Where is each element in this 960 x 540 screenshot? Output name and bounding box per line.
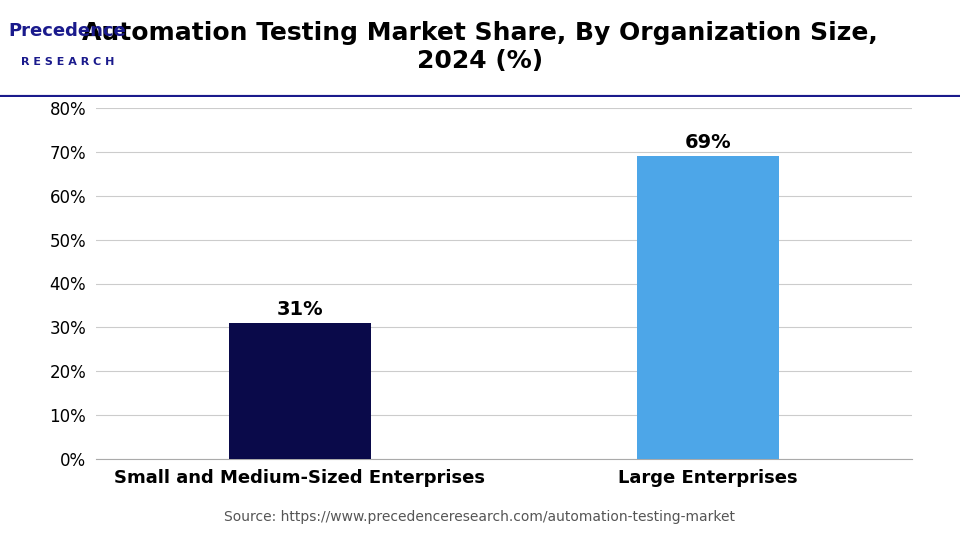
Text: Automation Testing Market Share, By Organization Size,
2024 (%): Automation Testing Market Share, By Orga…	[83, 21, 877, 72]
Text: R E S E A R C H: R E S E A R C H	[20, 57, 114, 67]
Text: Source: https://www.precedenceresearch.com/automation-testing-market: Source: https://www.precedenceresearch.c…	[225, 510, 735, 524]
Text: Precedence: Precedence	[9, 22, 126, 40]
Text: 69%: 69%	[684, 133, 732, 152]
Text: 31%: 31%	[276, 300, 324, 319]
Bar	[228, 323, 372, 459]
Bar	[636, 156, 780, 459]
